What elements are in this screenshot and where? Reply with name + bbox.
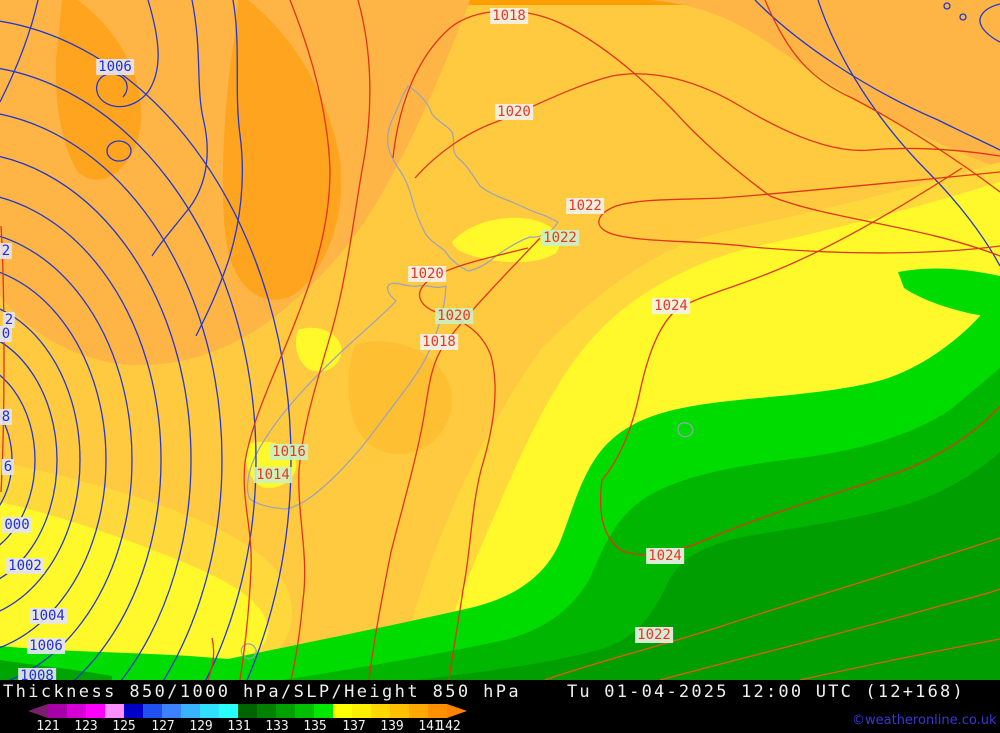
scale-segment: [371, 704, 390, 718]
scale-segment: [181, 704, 200, 718]
pressure-label-2: 2: [0, 243, 13, 259]
scale-value: 125: [112, 719, 136, 733]
pressure-label-2: 2: [2, 312, 16, 328]
coastline-north-island: [387, 85, 559, 272]
scale-segment: [390, 704, 409, 718]
scale-segment: [200, 704, 219, 718]
pressure-label-1002: 1002: [6, 558, 44, 574]
scale-segment: [295, 704, 314, 718]
map-canvas: [0, 0, 1000, 680]
scale-value: 137: [342, 719, 366, 733]
scale-segment: [124, 704, 143, 718]
scale-value: 123: [74, 719, 98, 733]
scale-segment: [105, 704, 124, 718]
pressure-label-1006: 1006: [27, 638, 65, 654]
scale-arrow-right: [447, 704, 467, 718]
scale-value: 141: [418, 719, 442, 733]
coastline-stewart-island: [240, 643, 257, 660]
scale-segment: [428, 704, 447, 718]
scale-value: 121: [36, 719, 60, 733]
pressure-label-1018: 1018: [490, 8, 528, 24]
pressure-label-1020: 1020: [435, 308, 473, 324]
coastline-south-island: [246, 282, 447, 510]
pressure-label-1018: 1018: [420, 334, 458, 350]
map-title: Thickness 850/1000 hPa/SLP/Height 850 hP…: [3, 682, 522, 702]
pressure-label-1022: 1022: [541, 230, 579, 246]
scale-segment: [219, 704, 238, 718]
pressure-label-1020: 1020: [495, 104, 533, 120]
scale-segment: [143, 704, 162, 718]
pressure-label-8: 8: [0, 409, 13, 425]
scale-segment: [238, 704, 257, 718]
pressure-label-000: 000: [2, 517, 32, 533]
scale-segment: [67, 704, 86, 718]
pressure-label-1004: 1004: [29, 608, 67, 624]
scale-segment: [352, 704, 371, 718]
pressure-labels: 1006 2 2 0 8 6 000 1002 1004 1006 1008 1018 1020 1022…: [0, 8, 690, 684]
scale-segment: [314, 704, 333, 718]
pressure-label-1016: 1016: [270, 444, 308, 460]
scale-segment: [162, 704, 181, 718]
pressure-label-6: 6: [1, 459, 15, 475]
footer-bar: Thickness 850/1000 hPa/SLP/Height 850 hP…: [0, 680, 1000, 733]
scale-value: 127: [151, 719, 175, 733]
scale-value: 142: [437, 719, 461, 733]
pressure-label-1022: 1022: [566, 198, 604, 214]
pressure-label-0: 0: [0, 326, 13, 342]
pressure-label-1014: 1014: [254, 467, 292, 483]
scale-segment: [48, 704, 67, 718]
color-scale-values: 121 123 125 127 129 131 133 135 137 139 141 142: [0, 719, 1000, 733]
pressure-label-1022: 1022: [635, 627, 673, 643]
fill-bands: [0, 0, 1000, 680]
scale-segment: [86, 704, 105, 718]
scale-value: 129: [189, 719, 213, 733]
weather-map: 1006 2 2 0 8 6 000 1002 1004 1006 1008 1018 1020 1022…: [0, 0, 1000, 684]
pressure-label-1024: 1024: [652, 298, 690, 314]
scale-segment: [257, 704, 276, 718]
scale-segment: [409, 704, 428, 718]
scale-value: 139: [380, 719, 404, 733]
copyright-text: ©weatheronline.co.uk: [852, 713, 997, 728]
scale-segment: [333, 704, 352, 718]
scale-segment: [276, 704, 295, 718]
color-scale-bar: [48, 704, 447, 718]
pressure-label-1006: 1006: [96, 59, 134, 75]
scale-value: 133: [265, 719, 289, 733]
pressure-label-1020: 1020: [408, 266, 446, 282]
scale-value: 135: [303, 719, 327, 733]
map-datetime: Tu 01-04-2025 12:00 UTC (12+168): [567, 682, 965, 702]
scale-arrow-left: [28, 704, 48, 718]
pressure-label-1024: 1024: [646, 548, 684, 564]
coastline: [240, 85, 694, 660]
scale-value: 131: [227, 719, 251, 733]
coastline-chatham-island: [677, 422, 694, 438]
